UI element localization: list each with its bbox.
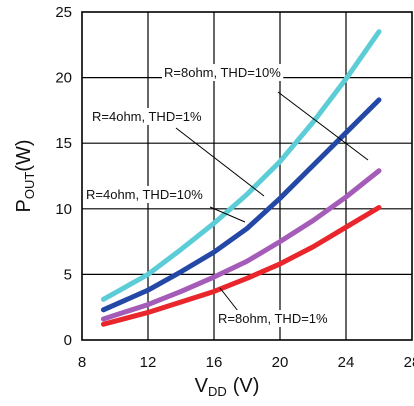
annotation-label-1: R=8ohm, THD=10% bbox=[164, 65, 281, 80]
tick-labels: 8 12 16 20 24 28 0 5 10 15 20 25 bbox=[55, 4, 414, 371]
x-tick-label-16: 16 bbox=[206, 354, 223, 371]
y-tick-label-25: 25 bbox=[55, 4, 72, 21]
x-tick-label-20: 20 bbox=[272, 354, 289, 371]
annotation-leader-3 bbox=[209, 206, 246, 223]
annotation-background bbox=[90, 108, 205, 125]
y-axis-label: POUT(W) bbox=[13, 140, 37, 213]
annotation-label-4: R=8ohm, THD=1% bbox=[218, 311, 328, 326]
annotation-leader-4 bbox=[219, 287, 239, 312]
plot-border bbox=[81, 11, 413, 341]
x-tick-label-24: 24 bbox=[338, 354, 355, 371]
annotation-label-2: R=4ohm, THD=1% bbox=[92, 109, 202, 124]
annotation-leader-2 bbox=[175, 127, 265, 197]
grid bbox=[82, 12, 412, 340]
series-line-2 bbox=[100, 97, 382, 313]
x-tick-label-28: 28 bbox=[404, 354, 414, 371]
y-tick-label-20: 20 bbox=[55, 70, 72, 87]
y-tick-label-0: 0 bbox=[64, 332, 72, 349]
plot-frame bbox=[81, 11, 413, 341]
annotation-background bbox=[84, 186, 206, 203]
y-tick-label-15: 15 bbox=[55, 135, 72, 152]
annotation-background bbox=[216, 310, 331, 327]
series-line-3 bbox=[100, 168, 382, 322]
annotation-background bbox=[162, 64, 284, 81]
series-lines bbox=[100, 29, 382, 327]
axis-labels: VDD (V) POUT(W) bbox=[13, 140, 259, 400]
annotation-leader-1 bbox=[277, 91, 369, 161]
annotations: R=8ohm, THD=10% R=4ohm, THD=1% R=4ohm, THD… bbox=[84, 64, 369, 327]
y-tick-label-10: 10 bbox=[55, 201, 72, 218]
annotation-label-3: R=4ohm, THD=10% bbox=[86, 187, 203, 202]
series-line-4 bbox=[100, 204, 382, 327]
x-tick-label-12: 12 bbox=[140, 354, 157, 371]
series-line-1 bbox=[100, 29, 382, 302]
y-tick-label-5: 5 bbox=[64, 266, 72, 283]
x-tick-label-8: 8 bbox=[78, 354, 86, 371]
x-axis-label: VDD (V) bbox=[195, 375, 260, 399]
